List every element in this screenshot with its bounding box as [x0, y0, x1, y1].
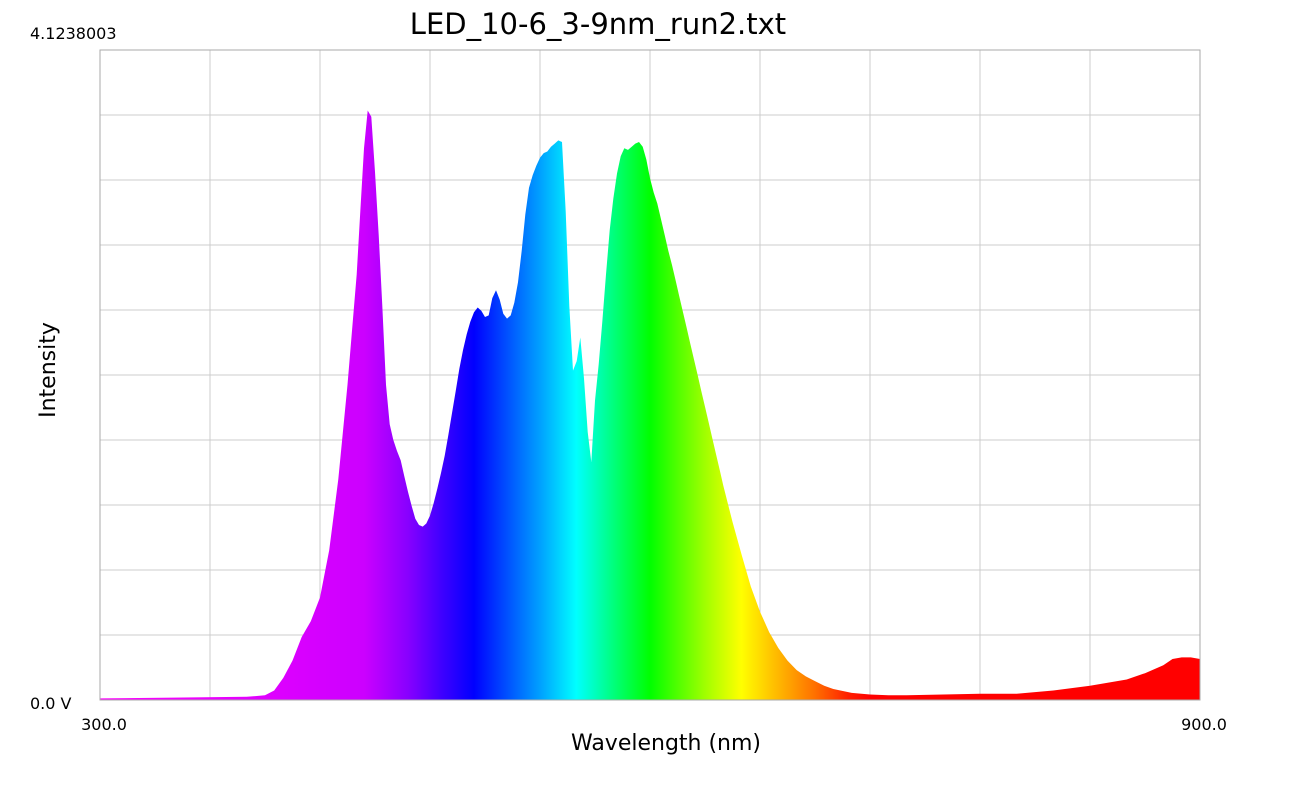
y-min-label: 0.0 V: [30, 694, 72, 713]
x-min-label: 300.0: [81, 715, 127, 734]
y-axis-label: Intensity: [36, 322, 61, 418]
y-max-label: 4.1238003: [30, 24, 117, 43]
spectrum-area: [100, 110, 1200, 700]
x-axis-label: Wavelength (nm): [571, 731, 761, 756]
plot-border: [99, 49, 1201, 701]
chart-title: LED_10-6_3-9nm_run2.txt: [410, 7, 786, 41]
x-max-label: 900.0: [1181, 715, 1227, 734]
